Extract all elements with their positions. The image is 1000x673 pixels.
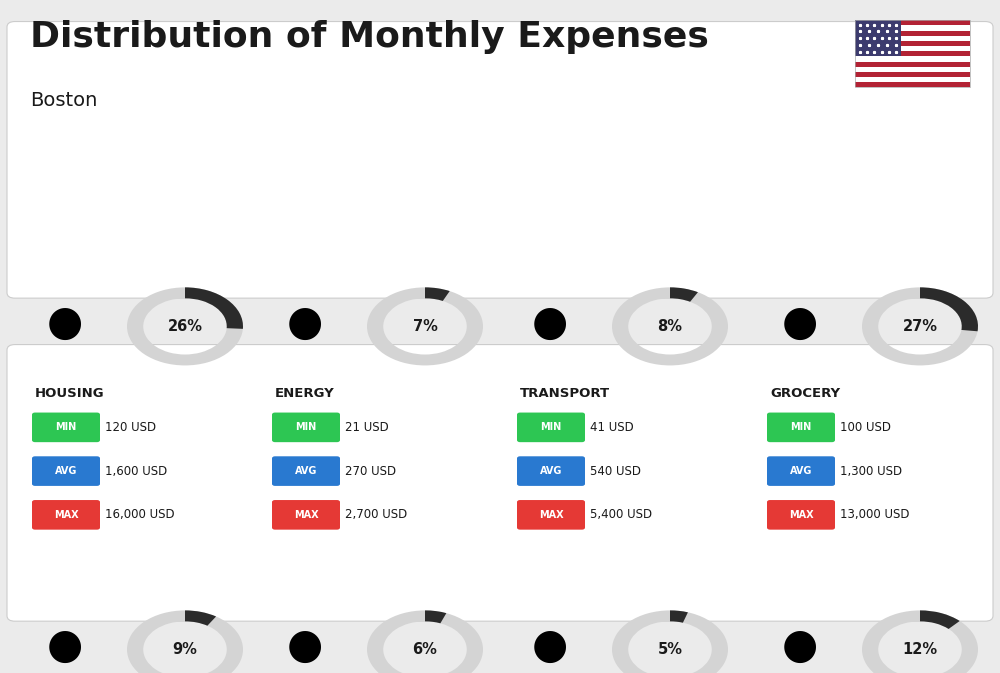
Wedge shape bbox=[920, 610, 960, 629]
Text: GROCERY: GROCERY bbox=[770, 387, 840, 400]
Text: 270 USD: 270 USD bbox=[345, 464, 396, 478]
Text: 6%: 6% bbox=[413, 642, 437, 657]
FancyBboxPatch shape bbox=[855, 20, 970, 26]
Text: MAX: MAX bbox=[54, 510, 78, 520]
Text: MIN: MIN bbox=[295, 423, 317, 432]
FancyBboxPatch shape bbox=[767, 413, 835, 442]
Text: ●: ● bbox=[782, 302, 818, 344]
FancyBboxPatch shape bbox=[855, 30, 970, 36]
FancyBboxPatch shape bbox=[7, 345, 993, 621]
FancyBboxPatch shape bbox=[855, 51, 970, 57]
Text: HOUSING: HOUSING bbox=[35, 387, 105, 400]
Text: AVG: AVG bbox=[790, 466, 812, 476]
FancyBboxPatch shape bbox=[855, 72, 970, 77]
Text: MIN: MIN bbox=[55, 423, 77, 432]
Text: 120 USD: 120 USD bbox=[105, 421, 156, 434]
Text: 9%: 9% bbox=[173, 642, 197, 657]
Text: 7%: 7% bbox=[413, 319, 437, 334]
Text: MAX: MAX bbox=[539, 510, 563, 520]
FancyBboxPatch shape bbox=[855, 77, 970, 82]
Text: AVG: AVG bbox=[55, 466, 77, 476]
Text: ●: ● bbox=[47, 625, 83, 667]
Text: 1,600 USD: 1,600 USD bbox=[105, 464, 167, 478]
Text: 8%: 8% bbox=[658, 319, 682, 334]
Text: 27%: 27% bbox=[902, 319, 938, 334]
FancyBboxPatch shape bbox=[32, 413, 100, 442]
Text: 1,300 USD: 1,300 USD bbox=[840, 464, 902, 478]
Text: MAX: MAX bbox=[294, 510, 318, 520]
Text: ENERGY: ENERGY bbox=[275, 387, 335, 400]
FancyBboxPatch shape bbox=[767, 456, 835, 486]
FancyBboxPatch shape bbox=[855, 67, 970, 72]
FancyBboxPatch shape bbox=[517, 413, 585, 442]
FancyBboxPatch shape bbox=[272, 413, 340, 442]
Text: TRANSPORT: TRANSPORT bbox=[520, 387, 610, 400]
Text: ●: ● bbox=[47, 302, 83, 344]
FancyBboxPatch shape bbox=[517, 500, 585, 530]
Text: ●: ● bbox=[287, 625, 323, 667]
Wedge shape bbox=[862, 287, 978, 365]
Text: 5%: 5% bbox=[658, 642, 682, 657]
FancyBboxPatch shape bbox=[855, 36, 970, 41]
FancyBboxPatch shape bbox=[767, 500, 835, 530]
Text: 12%: 12% bbox=[902, 642, 938, 657]
Text: ●: ● bbox=[782, 625, 818, 667]
Text: 2,700 USD: 2,700 USD bbox=[345, 508, 407, 522]
Wedge shape bbox=[862, 610, 978, 673]
FancyBboxPatch shape bbox=[855, 20, 901, 57]
Text: ●: ● bbox=[532, 302, 568, 344]
Text: 41 USD: 41 USD bbox=[590, 421, 634, 434]
Text: 26%: 26% bbox=[168, 319, 202, 334]
Text: 540 USD: 540 USD bbox=[590, 464, 641, 478]
Wedge shape bbox=[185, 287, 243, 329]
FancyBboxPatch shape bbox=[855, 57, 970, 62]
Wedge shape bbox=[612, 287, 728, 365]
Wedge shape bbox=[425, 287, 450, 301]
FancyBboxPatch shape bbox=[32, 456, 100, 486]
Text: 5,400 USD: 5,400 USD bbox=[590, 508, 652, 522]
FancyBboxPatch shape bbox=[855, 41, 970, 46]
Text: MIN: MIN bbox=[790, 423, 812, 432]
FancyBboxPatch shape bbox=[7, 22, 993, 298]
Wedge shape bbox=[425, 610, 446, 623]
Text: MIN: MIN bbox=[540, 423, 562, 432]
Text: Distribution of Monthly Expenses: Distribution of Monthly Expenses bbox=[30, 20, 709, 55]
Text: 100 USD: 100 USD bbox=[840, 421, 891, 434]
Text: ●: ● bbox=[287, 302, 323, 344]
Wedge shape bbox=[670, 610, 688, 623]
Text: 13,000 USD: 13,000 USD bbox=[840, 508, 910, 522]
Text: MAX: MAX bbox=[789, 510, 813, 520]
FancyBboxPatch shape bbox=[855, 46, 970, 51]
Wedge shape bbox=[367, 610, 483, 673]
Text: Boston: Boston bbox=[30, 91, 97, 110]
Text: ●: ● bbox=[532, 625, 568, 667]
FancyBboxPatch shape bbox=[855, 82, 970, 87]
FancyBboxPatch shape bbox=[272, 500, 340, 530]
Wedge shape bbox=[127, 610, 243, 673]
FancyBboxPatch shape bbox=[32, 500, 100, 530]
FancyBboxPatch shape bbox=[855, 62, 970, 67]
Wedge shape bbox=[127, 287, 243, 365]
Text: AVG: AVG bbox=[540, 466, 562, 476]
Text: AVG: AVG bbox=[295, 466, 317, 476]
Wedge shape bbox=[185, 610, 216, 626]
Wedge shape bbox=[670, 287, 698, 302]
Text: 16,000 USD: 16,000 USD bbox=[105, 508, 175, 522]
FancyBboxPatch shape bbox=[272, 456, 340, 486]
FancyBboxPatch shape bbox=[517, 456, 585, 486]
Wedge shape bbox=[920, 287, 978, 331]
FancyBboxPatch shape bbox=[855, 26, 970, 30]
Text: 21 USD: 21 USD bbox=[345, 421, 389, 434]
Wedge shape bbox=[612, 610, 728, 673]
Wedge shape bbox=[367, 287, 483, 365]
